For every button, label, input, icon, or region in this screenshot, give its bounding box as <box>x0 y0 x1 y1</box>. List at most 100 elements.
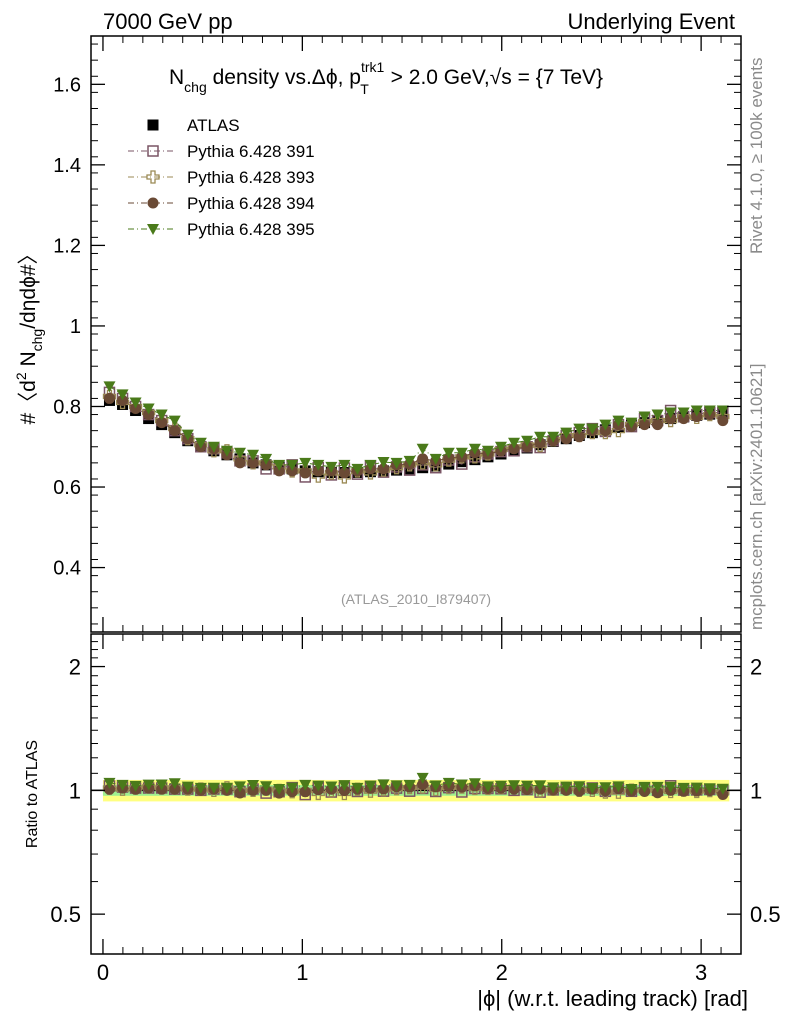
data-point <box>494 441 507 453</box>
ratio-point <box>155 779 168 791</box>
ratio-point <box>181 781 194 793</box>
data-point <box>299 457 312 469</box>
ratio-point <box>625 783 638 795</box>
ratio-point <box>377 779 390 791</box>
data-point <box>547 431 560 443</box>
ratio-point <box>325 781 338 793</box>
data-point <box>338 459 351 471</box>
y-tick-label: 1.2 <box>53 235 81 257</box>
main-data-layer <box>102 381 730 484</box>
legend-label: Pythia 6.428 393 <box>187 168 315 187</box>
ratio-point <box>547 782 560 794</box>
legend-marker <box>147 145 159 157</box>
data-point <box>220 445 233 457</box>
data-point <box>312 465 324 477</box>
data-point <box>664 407 677 419</box>
y-tick-label: 0.6 <box>53 477 81 499</box>
ratio-tick-label: 1 <box>69 778 81 803</box>
legend-marker <box>146 170 160 184</box>
legend-entry: Pythia 6.428 395 <box>128 220 315 239</box>
ratio-point <box>573 781 586 793</box>
data-point <box>273 465 285 477</box>
data-point <box>417 462 429 474</box>
data-point <box>286 459 299 471</box>
data-point <box>521 435 534 447</box>
data-point <box>194 437 207 449</box>
legend: ATLAS Pythia 6.428 391 Pythia 6.428 393 Pyt… <box>128 116 315 239</box>
data-point <box>665 413 677 425</box>
data-point <box>508 437 521 449</box>
data-point <box>156 417 168 429</box>
ratio-data-layer <box>91 772 741 802</box>
ratio-point <box>103 783 115 795</box>
y-tick-label: 0.8 <box>53 396 81 418</box>
y-tick-label: 1 <box>70 316 81 338</box>
ratio-point <box>481 781 494 793</box>
data-point <box>378 463 390 475</box>
data-point <box>325 461 338 473</box>
data-point <box>181 429 194 441</box>
main-frame <box>90 35 742 633</box>
data-point <box>286 465 298 477</box>
legend-marker <box>147 197 159 209</box>
data-point <box>129 397 142 409</box>
ratio-point <box>168 778 181 790</box>
x-tick-label: 0 <box>97 960 109 985</box>
legend-marker <box>147 119 159 131</box>
y-axis-label: #〈d2 Nchg/dηdϕ#〉 <box>13 243 45 424</box>
legend-label: Pythia 6.428 391 <box>187 142 315 161</box>
data-point <box>625 417 638 429</box>
data-point <box>247 449 260 461</box>
data-point <box>364 459 377 471</box>
ratio-point <box>442 777 455 789</box>
data-point <box>455 447 468 459</box>
ratio-point <box>468 778 481 790</box>
ratio-point <box>494 780 507 792</box>
data-point <box>716 405 729 417</box>
ratio-point <box>351 782 364 794</box>
data-point <box>207 441 220 453</box>
data-point <box>652 419 664 431</box>
ratio-series-pythia-6-428-395 <box>103 772 729 795</box>
ratio-point <box>234 787 246 799</box>
data-point <box>351 463 364 475</box>
data-point <box>234 457 246 469</box>
data-point <box>142 403 155 415</box>
ratio-point <box>338 780 351 792</box>
data-point <box>117 394 129 406</box>
series-pythia-6-428-395 <box>103 381 729 475</box>
data-point <box>377 457 390 469</box>
data-point <box>508 443 520 455</box>
ratio-point <box>651 781 664 793</box>
ratio-frame <box>90 633 742 955</box>
legend-entry: Pythia 6.428 391 <box>128 142 315 161</box>
legend-entry: Pythia 6.428 393 <box>128 168 315 187</box>
data-point <box>103 392 115 404</box>
ratio-point <box>586 782 599 794</box>
ratio-y-axis-label: Ratio to ATLAS <box>24 740 41 848</box>
y-tick-label: 0.4 <box>53 558 81 580</box>
ratio-line <box>109 783 723 795</box>
data-point <box>233 447 246 459</box>
data-point <box>639 419 651 431</box>
data-point <box>468 443 481 455</box>
ratio-point <box>677 782 690 794</box>
data-point <box>691 411 703 423</box>
header-right: Underlying Event <box>567 9 735 34</box>
ratio-point <box>299 786 311 798</box>
x-tick-label: 1 <box>296 960 308 985</box>
ratio-point <box>286 782 299 794</box>
header-left: 7000 GeV pp <box>103 9 233 34</box>
data-point <box>599 419 612 431</box>
x-tick-label: 3 <box>695 960 707 985</box>
ratio-point <box>116 779 129 791</box>
data-point <box>678 413 690 425</box>
ratio-point <box>638 781 651 793</box>
ratio-point <box>690 782 703 794</box>
rivet-label: Rivet 4.1.0, ≥ 100k events <box>747 58 766 254</box>
y-tick-label: 1.4 <box>53 155 81 177</box>
ratio-tick-label: 0.5 <box>50 902 81 927</box>
mcplots-label: mcplots.cern.ch [arXiv:2401.10621] <box>747 364 766 630</box>
main-axes: 0.4 0.6 0.8 1 1.2 1.4 1.6 <box>53 36 741 632</box>
